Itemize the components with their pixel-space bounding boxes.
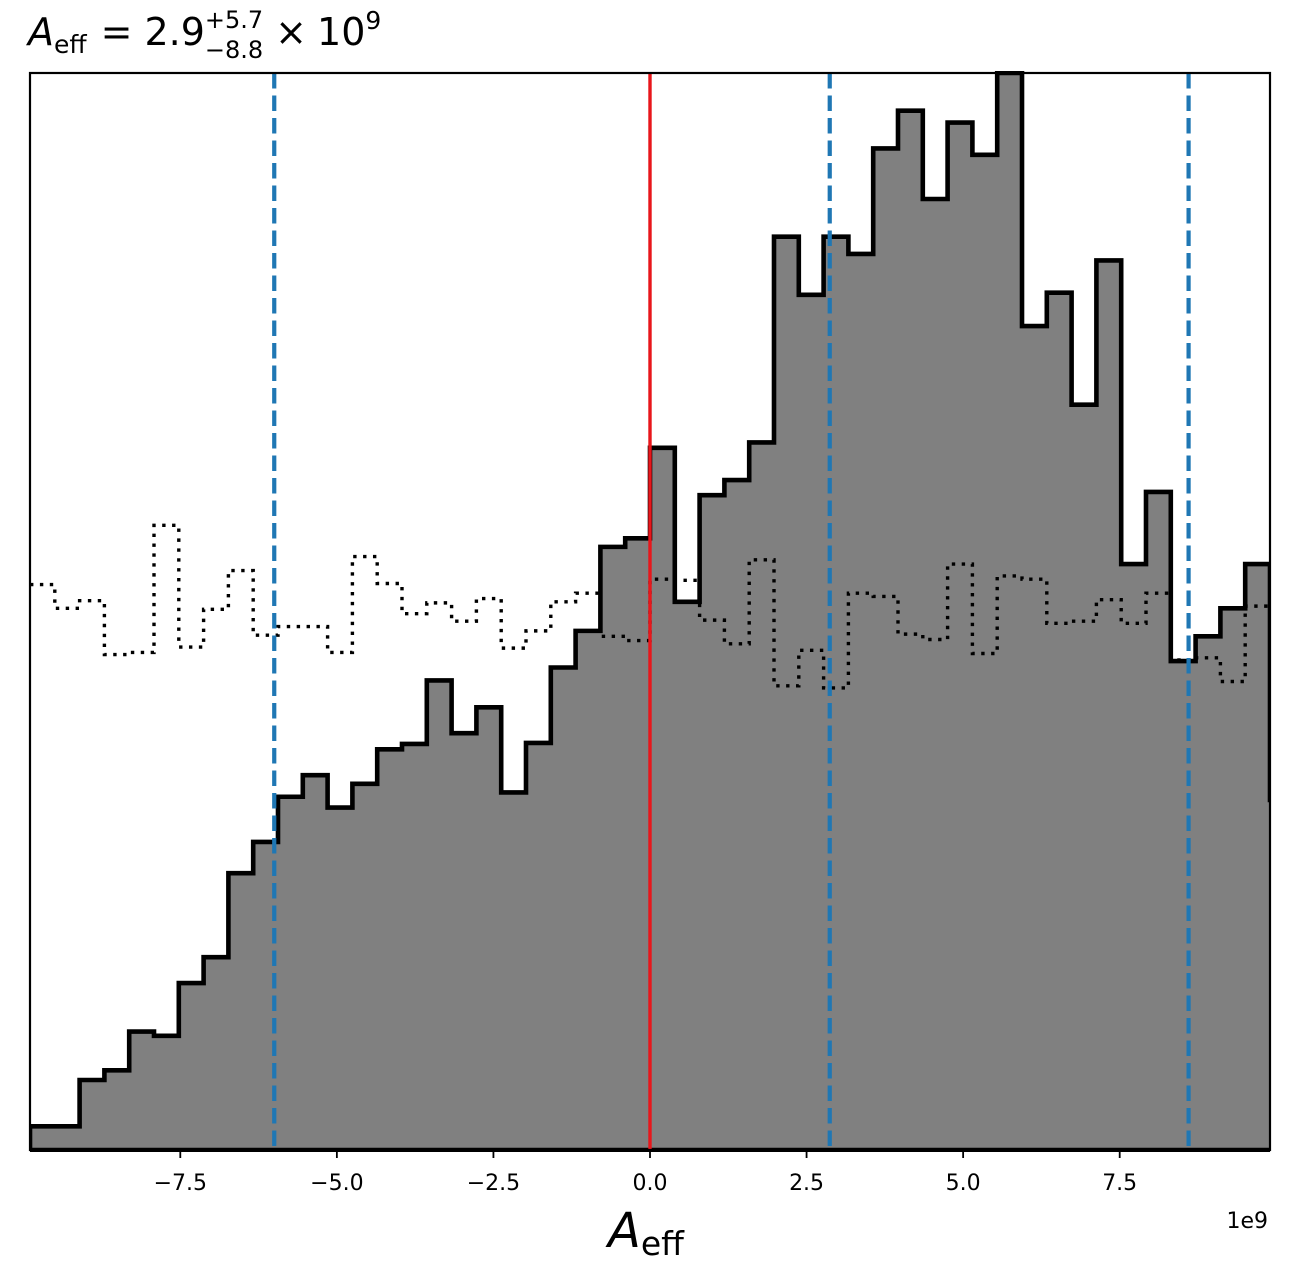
x-axis-label: Aeff — [605, 1203, 685, 1263]
posterior-step-edge — [30, 71, 1270, 1152]
xlabel-subscript: eff — [641, 1224, 685, 1263]
x-tick-label-1: −5.0 — [310, 1171, 363, 1196]
posterior-histogram-edge — [30, 71, 1270, 1152]
x-tick-label-2: −2.5 — [467, 1171, 520, 1196]
title-subscript: eff — [54, 30, 87, 59]
x-tick-label-0: −7.5 — [154, 1171, 207, 1196]
x-tick-label-6: 7.5 — [1102, 1171, 1137, 1196]
chart-title: Aeff = 2.9+5.7 −8.8 × 109 — [25, 6, 381, 64]
title-equals: = — [101, 10, 133, 54]
title-base: 10 — [317, 10, 365, 54]
x-tick-label-4: 2.5 — [789, 1171, 824, 1196]
x-tick-label-5: 5.0 — [946, 1171, 981, 1196]
x-offset-label: 1e9 — [1226, 1209, 1268, 1234]
xlabel-symbol: A — [605, 1203, 641, 1259]
title-symbol: A — [25, 10, 54, 54]
title-median: 2.9 — [144, 10, 204, 54]
x-ticks: −7.5 −5.0 −2.5 0.0 2.5 5.0 7.5 — [154, 1150, 1137, 1196]
title-exponent: 9 — [365, 6, 381, 35]
prior-step-line — [30, 523, 1270, 690]
posterior-histogram-fill — [30, 73, 1270, 1150]
posterior-fill-area — [30, 73, 1270, 1150]
title-upper-err: +5.7 — [205, 6, 263, 34]
title-lower-err: −8.8 — [205, 36, 263, 64]
title-times: × — [275, 10, 307, 54]
prior-histogram — [30, 523, 1270, 690]
x-tick-label-3: 0.0 — [633, 1171, 668, 1196]
